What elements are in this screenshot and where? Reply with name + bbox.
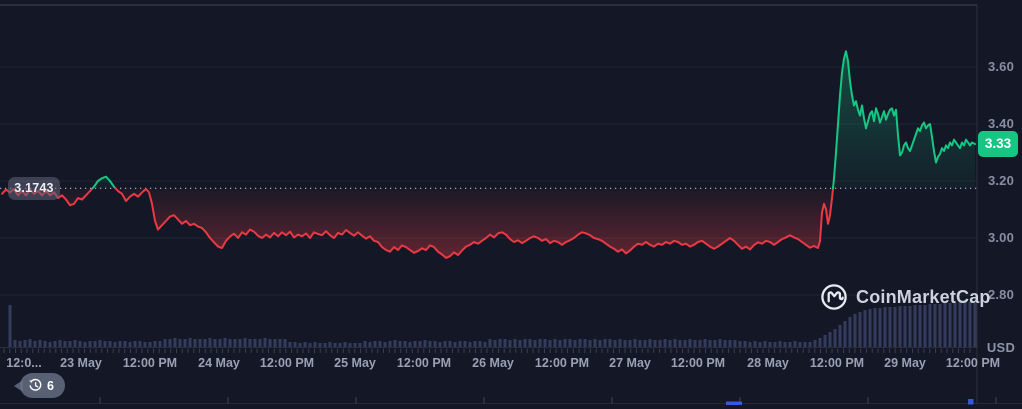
history-count: 6 (47, 378, 54, 393)
baseline-price-label: 3.1743 (14, 181, 54, 196)
coinmarketcap-watermark-label: CoinMarketCap (856, 286, 991, 307)
x-axis-tick-label: 12:00 PM (809, 356, 865, 370)
x-axis-tick-label: 25 May (334, 356, 376, 370)
x-axis-tick-label: 23 May (60, 356, 102, 370)
y-axis-tick-label: 3.20 (987, 173, 1015, 188)
y-axis-tick-label: 2.80 (987, 287, 1015, 302)
x-axis-tick-label: 12:00 PM (259, 356, 315, 370)
current-price-badge: 3.33 (978, 130, 1018, 157)
x-axis-tick-label: 12:00 PM (396, 356, 452, 370)
current-price-label: 3.33 (984, 136, 1012, 152)
x-axis-tick-label: 12:00 PM (534, 356, 590, 370)
x-axis-tick-label: 12:00 PM (122, 356, 178, 370)
x-axis-tick-label: 27 May (609, 356, 651, 370)
x-axis-tick-label: 12:0... (6, 356, 42, 370)
x-axis-tick-label: 12:00 PM (670, 356, 726, 370)
usd-unit-label: USD (986, 340, 1016, 355)
x-axis-tick-label: 24 May (198, 356, 240, 370)
coinmarketcap-logo-icon (821, 284, 847, 310)
x-axis-tick-label: 28 May (747, 356, 789, 370)
x-axis-tick-label: 12:00 PM (945, 356, 1001, 370)
y-axis-tick-label: 3.00 (987, 230, 1015, 245)
y-axis-tick-label: 3.40 (987, 116, 1015, 131)
coinmarketcap-watermark: CoinMarketCap (820, 282, 991, 312)
x-axis-tick-label: 26 May (472, 356, 514, 370)
x-axis-tick-label: 29 May (884, 356, 926, 370)
y-axis-tick-label: 3.60 (987, 59, 1015, 74)
history-annotations-badge[interactable]: 6 (20, 373, 65, 398)
baseline-price-badge: 3.1743 (8, 176, 60, 200)
history-clock-icon (29, 378, 42, 391)
